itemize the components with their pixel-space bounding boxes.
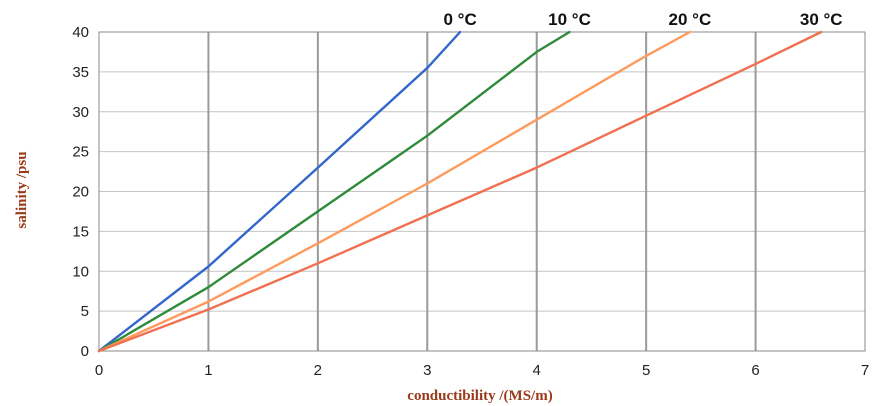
series-label-0: 0 °C (443, 10, 476, 29)
x-tick-label: 7 (861, 362, 869, 379)
series-lines (97, 30, 823, 353)
y-tick-label: 0 (81, 343, 89, 360)
series-line-3 (97, 30, 823, 353)
x-axis-ticks: 0 1 2 3 4 5 6 7 (95, 362, 869, 379)
y-tick-label: 25 (72, 144, 89, 161)
y-tick-label: 5 (81, 303, 89, 320)
y-tick-label: 35 (72, 64, 89, 81)
y-tick-label: 10 (72, 263, 89, 280)
series-labels: 0 °C 10 °C 20 °C 30 °C (443, 10, 842, 29)
series-line-1 (97, 30, 571, 353)
series-line-0 (97, 30, 462, 353)
series-label-1: 10 °C (548, 10, 591, 29)
plot-area-frame (98, 31, 866, 352)
x-tick-label: 1 (204, 362, 212, 379)
x-axis-title: conductibility /(MS/m) (407, 388, 552, 404)
y-tick-label: 40 (72, 24, 89, 41)
x-tick-label: 0 (95, 362, 103, 379)
series-label-3: 30 °C (800, 10, 843, 29)
y-tick-label: 30 (72, 104, 89, 121)
series-line-2 (97, 30, 692, 353)
y-tick-label: 15 (72, 223, 89, 240)
y-tick-label: 20 (72, 184, 89, 201)
series-label-2: 20 °C (669, 10, 712, 29)
x-tick-label: 3 (423, 362, 431, 379)
x-tick-label: 2 (314, 362, 322, 379)
x-tick-label: 6 (751, 362, 759, 379)
y-axis-title: salinity /psu (14, 151, 30, 228)
x-tick-label: 4 (533, 362, 541, 379)
x-tick-label: 5 (642, 362, 650, 379)
y-axis-ticks: 0 5 10 15 20 25 30 35 40 (72, 24, 89, 360)
